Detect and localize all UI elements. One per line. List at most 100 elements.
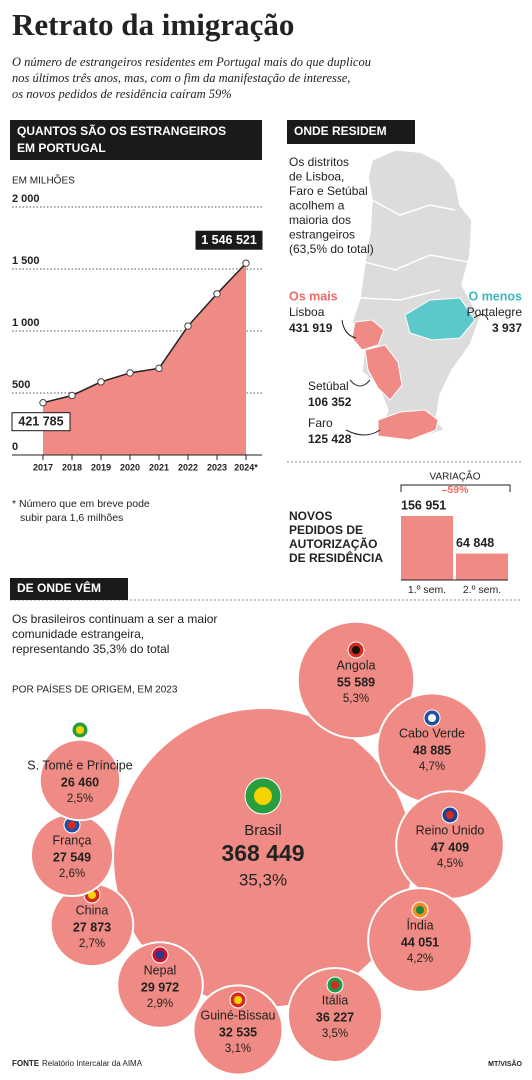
bubble-value: 27 549 [53, 850, 91, 864]
section-title: QUANTOS SÃO OS ESTRANGEIROS [17, 123, 226, 138]
flag-detail [254, 787, 272, 805]
x-tick-label: 2019 [91, 462, 111, 472]
x-tick-label: 2021 [149, 462, 169, 472]
bubble-value: 36 227 [316, 1010, 354, 1024]
district-setubal [364, 344, 403, 401]
footer-label: FONTE [12, 1059, 40, 1068]
flag-detail [88, 891, 96, 899]
section-title: DE ONDE VÊM [17, 580, 101, 595]
flag-detail [446, 811, 454, 819]
bubble-text: representando 35,3% do total [12, 642, 169, 656]
section-title: ONDE RESIDEM [294, 124, 387, 138]
x-tick-label: 2024* [234, 462, 258, 472]
country-shape [351, 149, 481, 441]
y-tick-label: 500 [12, 379, 30, 391]
map-text-line: Faro e Setúbal [289, 184, 368, 198]
bubble-share: 3,5% [322, 1028, 348, 1040]
y-tick-label: 2 000 [12, 193, 40, 205]
bubble-share: 4,7% [419, 761, 445, 773]
bubble-name: Itália [322, 993, 348, 1007]
bubble-name: Brasil [244, 822, 282, 839]
bubble-share: 2,5% [67, 793, 93, 805]
value-label: 1 546 521 [201, 233, 257, 247]
y-tick-label: 1 500 [12, 255, 40, 267]
bubble-value: 26 460 [61, 775, 99, 789]
line [42, 262, 247, 404]
point [242, 259, 250, 267]
bubble-value: 55 589 [337, 675, 375, 689]
bubble-value: 47 409 [431, 840, 469, 854]
point [68, 391, 76, 400]
map-text-line: de Lisboa, [289, 170, 344, 184]
bubble [192, 984, 284, 1076]
bubble-name: Reino Unido [416, 823, 485, 837]
value-label: 64 848 [456, 536, 494, 550]
bubble-name: Nepal [144, 963, 177, 977]
bubble-share: 4,2% [407, 953, 433, 965]
district-portalegre [404, 297, 476, 341]
value-label: 421 785 [18, 414, 63, 428]
bubble [367, 887, 473, 993]
point [39, 398, 47, 407]
district-borders [359, 199, 469, 301]
subtitle-line: O número de estrangeiros residentes em P… [12, 55, 371, 69]
bubble-text: comunidade estrangeira, [12, 627, 144, 641]
bubble-value: 27 873 [73, 920, 111, 934]
bubble-name: Cabo Verde [399, 726, 465, 740]
bracket [400, 484, 511, 492]
place-value: 106 352 [308, 395, 352, 409]
section-header [10, 120, 262, 160]
bubble-name: S. Tomé e Príncipe [27, 758, 132, 772]
place-value: 431 919 [289, 321, 333, 335]
bubble-share: 2,6% [59, 868, 85, 880]
bar [401, 516, 453, 580]
bubble-name: Angola [337, 658, 376, 672]
point [155, 364, 163, 373]
x-tick-label: 2017 [33, 462, 53, 472]
y-tick-label: 1 000 [12, 317, 40, 329]
bubble-share: 5,3% [343, 693, 369, 705]
value-label-box [195, 230, 263, 250]
x-tick-label: 2023 [207, 462, 227, 472]
place-name: Faro [308, 416, 333, 430]
bubble-value: 48 885 [413, 743, 451, 757]
x-tick-label: 2020 [120, 462, 140, 472]
section-header [287, 120, 415, 144]
note: subir para 1,6 milhões [20, 512, 123, 524]
point [126, 369, 134, 377]
value-label-box [11, 412, 71, 432]
flag-detail [76, 726, 84, 734]
district-lisboa [351, 319, 385, 351]
value-label: 156 951 [401, 498, 446, 512]
bar [456, 553, 508, 580]
subtitle: O número de estrangeiros residentes em P… [12, 55, 371, 101]
flag-detail [352, 646, 360, 654]
map-text-line: (63,5% do total) [289, 242, 374, 256]
bubble [38, 738, 122, 822]
bubble-share: 2,7% [79, 938, 105, 950]
least-label: O menos [469, 289, 523, 303]
unit: EM MILHÕES [12, 174, 75, 187]
section-title: EM PORTUGAL [17, 141, 106, 155]
bubble-share: 35,3% [239, 870, 287, 889]
flag-detail [156, 951, 164, 959]
bar-title: AUTORIZAÇÃO [289, 536, 377, 551]
bubble [286, 966, 384, 1064]
map [341, 149, 489, 441]
map-text: Os distritos de Lisboa, Faro e Setúbal a… [289, 155, 374, 256]
place-name: Setúbal [308, 379, 349, 393]
bar-title: NOVOS [289, 509, 332, 523]
map-text-line: Os distritos [289, 155, 349, 169]
point [213, 290, 221, 298]
bubble-name: França [53, 833, 92, 847]
point [184, 322, 192, 330]
flag-detail [331, 981, 339, 989]
bubble-value: 29 972 [141, 980, 179, 994]
x-tick-label: 2018 [62, 462, 82, 472]
map-text-line: maioria dos [289, 213, 351, 227]
change-label: –59% [442, 484, 470, 496]
section-header [10, 578, 128, 600]
bubble-name: Guiné-Bissau [200, 1008, 275, 1022]
